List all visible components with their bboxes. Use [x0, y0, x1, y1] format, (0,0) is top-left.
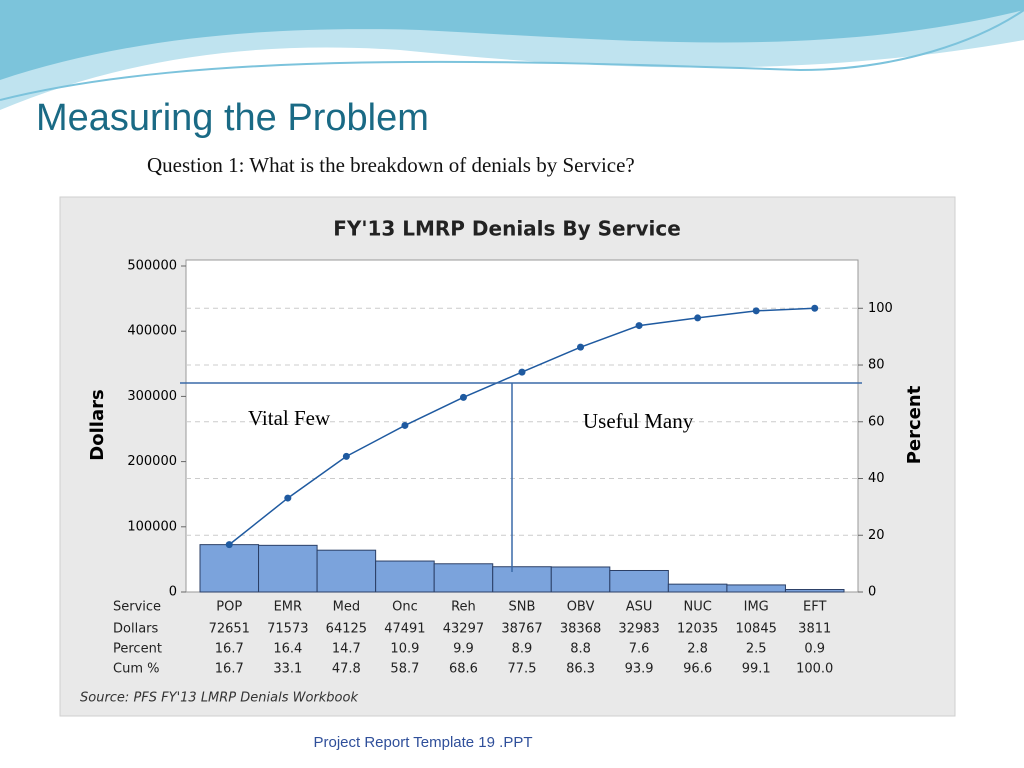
- bar: [667, 583, 728, 593]
- table-cell: 93.9: [625, 662, 654, 677]
- y2-tick-label: 80: [868, 358, 885, 373]
- cum-point: [694, 314, 702, 322]
- table-cell: 38767: [501, 622, 542, 637]
- bar: [258, 544, 318, 593]
- table-cell: 99.1: [742, 662, 771, 677]
- cum-point: [401, 421, 409, 429]
- cum-point: [577, 343, 585, 351]
- y2-axis-label: Percent: [904, 385, 925, 464]
- cum-point: [284, 494, 292, 502]
- table-cell: 0.9: [804, 642, 825, 657]
- table-cell: 96.6: [683, 662, 712, 677]
- table-cell: 7.6: [629, 642, 650, 657]
- table-cell: 77.5: [508, 662, 537, 677]
- y-tick-label: 500000: [127, 259, 177, 274]
- y-tick-label: 400000: [127, 324, 177, 339]
- y2-tick-label: 40: [868, 471, 885, 486]
- table-cell: 38368: [560, 622, 601, 637]
- cum-point: [342, 452, 350, 460]
- y-axis-label: Dollars: [87, 389, 108, 460]
- bar: [316, 549, 377, 593]
- table-cell: 33.1: [273, 662, 302, 677]
- footer: Project Report Template 19 .PPT: [314, 734, 533, 751]
- table-cell: 64125: [326, 622, 367, 637]
- row-label: Percent: [113, 642, 162, 657]
- y-tick-label: 200000: [127, 454, 177, 469]
- bar: [199, 544, 260, 593]
- table-cell: Reh: [451, 600, 476, 615]
- bar: [609, 569, 669, 593]
- table-cell: Onc: [392, 600, 418, 615]
- row-label: Dollars: [113, 622, 158, 637]
- table-cell: POP: [216, 600, 242, 615]
- table-cell: EFT: [803, 600, 826, 615]
- y2-tick-label: 20: [868, 528, 885, 543]
- table-cell: NUC: [683, 600, 711, 615]
- slide-subtitle: Question 1: What is the breakdown of den…: [147, 153, 635, 177]
- table-cell: 58.7: [390, 662, 419, 677]
- table-cell: SNB: [509, 600, 536, 615]
- table-cell: 16.7: [215, 642, 244, 657]
- table-cell: 10.9: [390, 642, 419, 657]
- annotation: Vital Few: [248, 406, 331, 430]
- annotation: Useful Many: [583, 409, 694, 433]
- cum-point: [811, 304, 819, 312]
- chart-title: FY'13 LMRP Denials By Service: [333, 217, 681, 241]
- table-cell: OBV: [567, 600, 595, 615]
- table-cell: EMR: [274, 600, 302, 615]
- chart: 0 100000 200000 300000 400000 500000 0 20 40 60 80…: [113, 259, 893, 677]
- table-cell: 8.9: [512, 642, 533, 657]
- table-cell: 16.4: [273, 642, 302, 657]
- cum-point: [518, 368, 526, 376]
- table-cell: 9.9: [453, 642, 474, 657]
- table-cell: 2.8: [687, 642, 708, 657]
- cum-point: [752, 307, 760, 315]
- y-tick-label: 0: [169, 585, 177, 600]
- table-cell: 10845: [736, 622, 777, 637]
- y-tick-label: 300000: [127, 389, 177, 404]
- table-cell: 2.5: [746, 642, 767, 657]
- table-cell: 71573: [267, 622, 308, 637]
- bar: [784, 589, 845, 593]
- table-cell: 3811: [798, 622, 831, 637]
- cum-point: [225, 541, 233, 549]
- wave: [0, 0, 1024, 80]
- table-cell: IMG: [744, 600, 769, 615]
- table-cell: 8.8: [570, 642, 591, 657]
- bar: [375, 560, 435, 593]
- slide-title: Measuring the Problem: [36, 97, 429, 139]
- bar: [433, 563, 494, 593]
- table-cell: 68.6: [449, 662, 478, 677]
- row-label: Service: [113, 600, 161, 615]
- table-cell: 86.3: [566, 662, 595, 677]
- table-cell: 47491: [384, 622, 425, 637]
- y2-tick-label: 0: [868, 585, 876, 600]
- table-cell: 47.8: [332, 662, 361, 677]
- table-cell: Med: [333, 600, 360, 615]
- cum-point: [635, 322, 643, 330]
- bar: [726, 584, 786, 593]
- row-label: Cum %: [113, 662, 159, 677]
- y2-tick-label: 100: [868, 301, 893, 316]
- bar: [492, 566, 552, 593]
- bar: [550, 566, 611, 593]
- y2-tick-label: 60: [868, 414, 885, 429]
- table-cell: ASU: [626, 600, 653, 615]
- table-cell: 14.7: [332, 642, 361, 657]
- table-cell: 43297: [443, 622, 484, 637]
- table-cell: 72651: [209, 622, 250, 637]
- table-cell: 12035: [677, 622, 718, 637]
- table-cell: 32983: [618, 622, 659, 637]
- table-cell: 100.0: [796, 662, 833, 677]
- wave-line: [0, 9, 1024, 101]
- source-note: Source: PFS FY'13 LMRP Denials Workbook: [80, 691, 358, 706]
- table-cell: 16.7: [215, 662, 244, 677]
- y-tick-label: 100000: [127, 519, 177, 534]
- cum-point: [459, 393, 467, 401]
